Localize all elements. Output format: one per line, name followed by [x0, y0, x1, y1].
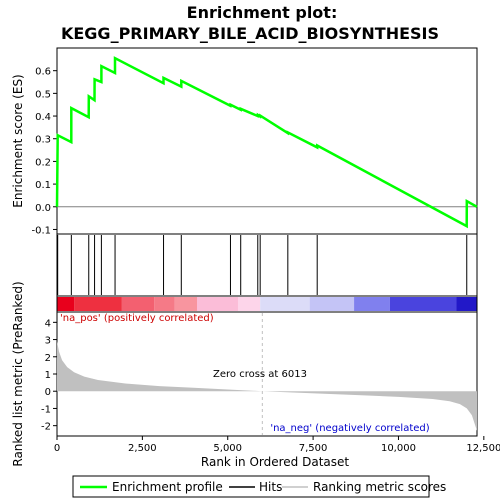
es-panel: -0.1 0.0 0.1 0.2 0.3 0.4 0.5 0.6 [31, 48, 477, 236]
es-y-tick-label: 0.3 [35, 135, 51, 146]
metric-y-tick-label: 3 [45, 336, 51, 347]
x-tick-label: 10,000 [381, 443, 416, 454]
heat-segment [238, 297, 260, 311]
es-y-tick-label: 0.4 [35, 112, 51, 123]
es-y-tick-label: 0.1 [35, 180, 51, 191]
x-tick-label: 12,500 [466, 443, 500, 454]
heat-segment [74, 297, 122, 311]
heat-segment [197, 297, 238, 311]
heat-segment [175, 297, 197, 311]
legend-metric-label: Ranking metric scores [313, 480, 446, 494]
metric-y-tick-label: -2 [41, 422, 51, 433]
hits-panel-frame [57, 234, 477, 296]
es-y-tick-label: -0.1 [31, 225, 51, 236]
metric-y-ticks: -2 -1 0 1 2 3 4 [41, 318, 57, 432]
rank-heat-strip [57, 296, 477, 312]
x-tick-label: 2,500 [128, 443, 157, 454]
ranking-metric-area [57, 341, 477, 431]
es-y-tick-label: 0.6 [35, 67, 51, 78]
es-y-tick-label: 0.2 [35, 157, 51, 168]
hits-panel [57, 234, 477, 296]
hit-markers [58, 235, 467, 295]
chart-title-line-2: KEGG_PRIMARY_BILE_ACID_BIOSYNTHESIS [61, 24, 439, 43]
es-y-tick-label: 0.5 [35, 89, 51, 100]
metric-y-tick-label: 2 [45, 353, 51, 364]
heat-segment [390, 297, 457, 311]
chart-title-line-1: Enrichment plot: [187, 3, 338, 22]
negative-correlation-label: 'na_neg' (negatively correlated) [270, 423, 429, 434]
x-axis-ticks: 0 2,500 5,000 7,500 10,000 12,500 [54, 436, 500, 454]
legend-hits-label: Hits [259, 480, 282, 494]
enrichment-profile-line [57, 58, 477, 226]
heat-segment [310, 297, 354, 311]
legend-profile-label: Enrichment profile [112, 480, 223, 494]
metric-y-axis-label: Ranked list metric (PreRanked) [11, 281, 25, 466]
es-panel-frame [57, 48, 477, 234]
heat-segment [354, 297, 390, 311]
heat-segment [154, 297, 174, 311]
x-axis-label: Rank in Ordered Dataset [201, 455, 349, 469]
es-y-axis-label: Enrichment score (ES) [11, 74, 25, 207]
x-tick-label: 7,500 [299, 443, 328, 454]
x-tick-label: 5,000 [213, 443, 242, 454]
heat-segment [122, 297, 154, 311]
metric-y-tick-label: 1 [45, 370, 51, 381]
es-y-ticks: -0.1 0.0 0.1 0.2 0.3 0.4 0.5 0.6 [31, 67, 57, 237]
positive-correlation-label: 'na_pos' (positively correlated) [60, 313, 214, 324]
metric-y-tick-label: -1 [41, 404, 51, 415]
heat-segment [57, 297, 74, 311]
metric-panel: -2 -1 0 1 2 3 4 'na_pos' (positively correlate… [41, 312, 477, 436]
heat-segments [57, 297, 477, 311]
metric-y-tick-label: 0 [45, 387, 51, 398]
es-y-tick-label: 0.0 [35, 203, 51, 214]
legend: Enrichment profile Hits Ranking metric s… [73, 476, 446, 497]
heat-segment [260, 297, 310, 311]
zero-cross-label: Zero cross at 6013 [213, 369, 307, 380]
metric-y-tick-label: 4 [45, 318, 51, 329]
heat-segment [457, 297, 477, 311]
x-tick-label: 0 [54, 443, 60, 454]
